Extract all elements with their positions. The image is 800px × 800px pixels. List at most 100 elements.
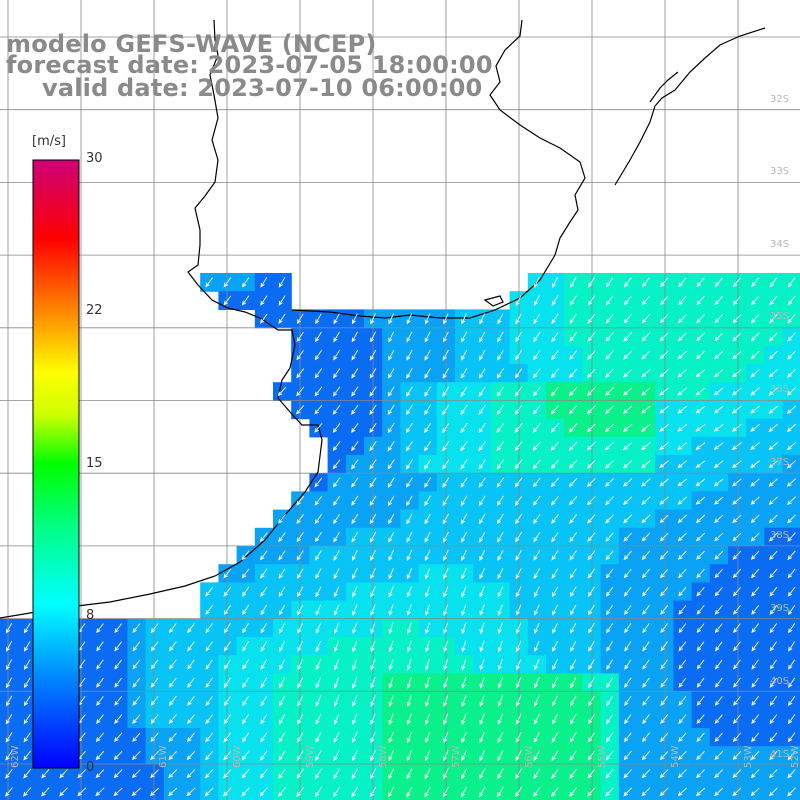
wind-arrow (41, 787, 50, 797)
wind-arrow (424, 731, 431, 744)
wind-arrow (624, 695, 632, 707)
wind-arrow (714, 532, 724, 542)
wind-arrow (370, 604, 376, 616)
wind-arrow (333, 659, 340, 671)
wind-arrow (534, 604, 540, 616)
wind-arrow (443, 331, 449, 343)
wind-arrow (187, 641, 195, 652)
wind-arrow (624, 641, 632, 652)
wind-arrow (551, 732, 559, 743)
wind-arrow (205, 695, 213, 707)
wind-arrow (786, 496, 797, 506)
wind-arrow (406, 313, 413, 325)
wind-arrow (388, 331, 395, 343)
wind-arrow (406, 786, 413, 798)
wind-arrow (370, 731, 376, 744)
wind-arrow (570, 622, 577, 634)
wind-arrow (406, 677, 412, 689)
wind-arrow (314, 532, 322, 543)
wind-arrow (443, 604, 449, 616)
wind-arrow (333, 768, 340, 780)
wind-arrow (569, 350, 578, 361)
wind-arrow (405, 441, 413, 452)
wind-arrow (569, 750, 577, 761)
wind-arrow (370, 586, 376, 598)
wind-arrow (406, 531, 413, 543)
wind-arrow (387, 459, 395, 470)
wind-arrow (113, 787, 123, 797)
wind-arrow (714, 514, 724, 524)
wind-arrow (461, 622, 467, 635)
wind-arrow (787, 550, 796, 561)
wind-arrow (388, 695, 394, 707)
wind-arrow (751, 732, 760, 743)
wind-arrow (677, 424, 688, 432)
wind-arrow (677, 405, 688, 414)
wind-arrow (695, 460, 706, 469)
wind-arrow (623, 295, 632, 306)
wind-arrow (750, 496, 760, 505)
wind-arrow (168, 750, 177, 761)
wind-arrow (443, 549, 449, 562)
wind-arrow (131, 750, 141, 761)
wind-arrow (659, 532, 669, 542)
wind-arrow (659, 750, 669, 761)
wind-arrow (552, 604, 559, 616)
wind-arrow (751, 295, 760, 306)
wind-arrow (569, 550, 577, 561)
wind-arrow (150, 641, 159, 652)
wind-arrow (569, 532, 577, 543)
wind-arrow (641, 732, 650, 743)
wind-arrow (131, 787, 141, 797)
wind-arrow (131, 769, 141, 779)
wind-arrow (114, 714, 123, 725)
wind-arrow (786, 387, 797, 396)
wind-arrow (769, 732, 778, 743)
wind-arrow (606, 623, 614, 634)
wind-arrow (713, 442, 724, 450)
wind-arrow (769, 550, 778, 560)
wind-arrow (461, 549, 467, 562)
wind-arrow (587, 714, 595, 725)
lat-label-41s: 41S (770, 749, 790, 760)
wind-arrow (388, 622, 394, 635)
wind-arrow (787, 732, 796, 743)
wind-arrow (678, 659, 687, 670)
wind-arrow (443, 768, 449, 780)
wind-arrow (787, 277, 796, 288)
wind-arrow (515, 604, 522, 616)
wind-arrow (659, 550, 669, 560)
wind-arrow (732, 714, 741, 725)
wind-arrow (150, 714, 159, 724)
wind-arrow (387, 422, 395, 434)
wind-arrow (315, 659, 322, 671)
wind-arrow (677, 460, 688, 469)
wind-arrow (551, 586, 559, 598)
wind-arrow (279, 677, 286, 689)
wind-arrow (660, 568, 669, 579)
wind-arrow (677, 496, 687, 505)
wind-arrow (732, 587, 741, 597)
wind-arrow (296, 368, 305, 379)
wind-arrow (351, 513, 359, 525)
wind-arrow (424, 586, 431, 598)
wind-arrow (5, 750, 13, 761)
wind-arrow (550, 386, 559, 397)
wind-arrow (442, 513, 449, 525)
wind-arrow (406, 604, 412, 616)
wind-arrow (187, 714, 195, 725)
wind-arrow (514, 441, 523, 452)
wind-arrow (732, 295, 742, 306)
wind-arrow (388, 677, 394, 689)
wind-arrow (786, 478, 797, 487)
wind-arrow (733, 696, 741, 706)
wind-arrow (186, 769, 196, 779)
wind-arrow (569, 732, 577, 743)
wind-arrow (768, 478, 778, 487)
wind-arrow (168, 623, 177, 634)
wind-arrow (787, 769, 796, 779)
wind-arrow (279, 640, 286, 652)
wind-arrow (96, 714, 104, 725)
wind-arrow (550, 423, 560, 433)
wind-arrow (641, 314, 651, 324)
